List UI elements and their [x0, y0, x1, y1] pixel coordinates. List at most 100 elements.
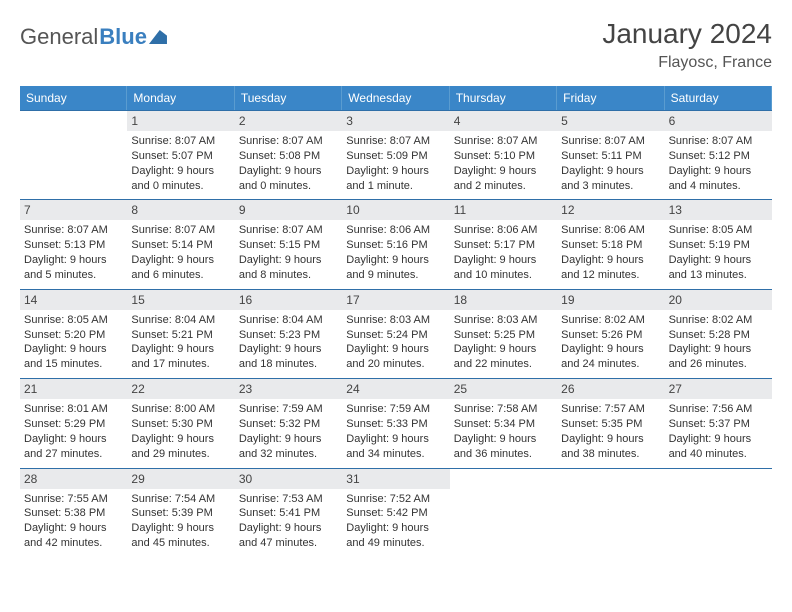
day-cell: 20Sunrise: 8:02 AMSunset: 5:28 PMDayligh…	[665, 289, 772, 378]
day-cell: 14 Sunrise: 8:05 AMSunset: 5:20 PMDayligh…	[20, 289, 127, 378]
header: General Blue January 2024 Flayosc, Franc…	[20, 18, 772, 72]
day-cell: 25 Sunrise: 7:58 AMSunset: 5:34 PMDayligh…	[450, 378, 557, 467]
day-info: Sunrise: 8:07 AMSunset: 5:12 PMDaylight:…	[669, 134, 768, 193]
logo-word1: General	[20, 24, 98, 50]
day-cell: 4 Sunrise: 8:07 AMSunset: 5:10 PMDaylight…	[450, 110, 557, 199]
day-info: Sunrise: 7:55 AMSunset: 5:38 PMDaylight:…	[24, 492, 123, 551]
day-cell: 7Sunrise: 8:07 AMSunset: 5:13 PMDaylight…	[20, 199, 127, 288]
day-number: 5	[557, 111, 664, 131]
day-number: 28	[20, 469, 127, 489]
day-cell: 30 Sunrise: 7:53 AMSunset: 5:41 PMDayligh…	[235, 468, 342, 557]
day-cell: 10 Sunrise: 8:06 AMSunset: 5:16 PMDayligh…	[342, 199, 449, 288]
day-number: 16	[235, 290, 342, 310]
day-number: 22	[127, 379, 234, 399]
day-number: 25	[450, 379, 557, 399]
day-cell: 12 Sunrise: 8:06 AMSunset: 5:18 PMDayligh…	[557, 199, 664, 288]
blank-cell	[450, 468, 557, 557]
day-info: Sunrise: 8:07 AMSunset: 5:08 PMDaylight:…	[239, 134, 338, 193]
day-number: 30	[235, 469, 342, 489]
day-info: Sunrise: 8:07 AMSunset: 5:15 PMDaylight:…	[239, 223, 338, 282]
day-info: Sunrise: 7:59 AMSunset: 5:33 PMDaylight:…	[346, 402, 445, 461]
day-info: Sunrise: 7:59 AMSunset: 5:32 PMDaylight:…	[239, 402, 338, 461]
day-info: Sunrise: 8:02 AMSunset: 5:28 PMDaylight:…	[669, 313, 768, 372]
weekday-header: Sunday	[20, 86, 127, 110]
location: Flayosc, France	[602, 54, 772, 72]
day-cell: 15 Sunrise: 8:04 AMSunset: 5:21 PMDayligh…	[127, 289, 234, 378]
day-cell: 31Sunrise: 7:52 AMSunset: 5:42 PMDayligh…	[342, 468, 449, 557]
day-info: Sunrise: 8:04 AMSunset: 5:23 PMDaylight:…	[239, 313, 338, 372]
day-number: 24	[342, 379, 449, 399]
day-info: Sunrise: 8:04 AMSunset: 5:21 PMDaylight:…	[131, 313, 230, 372]
day-info: Sunrise: 8:07 AMSunset: 5:11 PMDaylight:…	[561, 134, 660, 193]
day-cell: 11 Sunrise: 8:06 AMSunset: 5:17 PMDayligh…	[450, 199, 557, 288]
weekday-header: Saturday	[665, 86, 772, 110]
day-number: 2	[235, 111, 342, 131]
day-number: 29	[127, 469, 234, 489]
day-info: Sunrise: 8:06 AMSunset: 5:16 PMDaylight:…	[346, 223, 445, 282]
day-cell: 16 Sunrise: 8:04 AMSunset: 5:23 PMDayligh…	[235, 289, 342, 378]
day-number: 8	[127, 200, 234, 220]
day-info: Sunrise: 7:54 AMSunset: 5:39 PMDaylight:…	[131, 492, 230, 551]
day-info: Sunrise: 8:06 AMSunset: 5:17 PMDaylight:…	[454, 223, 553, 282]
day-info: Sunrise: 7:56 AMSunset: 5:37 PMDaylight:…	[669, 402, 768, 461]
day-number: 21	[20, 379, 127, 399]
day-info: Sunrise: 8:05 AMSunset: 5:19 PMDaylight:…	[669, 223, 768, 282]
day-info: Sunrise: 8:00 AMSunset: 5:30 PMDaylight:…	[131, 402, 230, 461]
weekday-header: Wednesday	[342, 86, 449, 110]
weekday-header: Thursday	[450, 86, 557, 110]
day-cell: 6 Sunrise: 8:07 AMSunset: 5:12 PMDaylight…	[665, 110, 772, 199]
logo-icon	[149, 30, 167, 44]
logo: General Blue	[20, 24, 167, 50]
day-info: Sunrise: 8:06 AMSunset: 5:18 PMDaylight:…	[561, 223, 660, 282]
weekday-header: Friday	[557, 86, 664, 110]
day-cell: 17 Sunrise: 8:03 AMSunset: 5:24 PMDayligh…	[342, 289, 449, 378]
day-cell: 23 Sunrise: 7:59 AMSunset: 5:32 PMDayligh…	[235, 378, 342, 467]
day-number: 1	[127, 111, 234, 131]
day-cell: 5 Sunrise: 8:07 AMSunset: 5:11 PMDaylight…	[557, 110, 664, 199]
day-number: 12	[557, 200, 664, 220]
day-number: 3	[342, 111, 449, 131]
day-number: 23	[235, 379, 342, 399]
weekday-header: Tuesday	[235, 86, 342, 110]
day-number: 26	[557, 379, 664, 399]
weekday-header: Monday	[127, 86, 234, 110]
day-cell: 28 Sunrise: 7:55 AMSunset: 5:38 PMDayligh…	[20, 468, 127, 557]
day-cell: 3 Sunrise: 8:07 AMSunset: 5:09 PMDaylight…	[342, 110, 449, 199]
month-title: January 2024	[602, 18, 772, 50]
calendar-grid: SundayMondayTuesdayWednesdayThursdayFrid…	[20, 86, 772, 557]
day-number: 15	[127, 290, 234, 310]
day-cell: 27 Sunrise: 7:56 AMSunset: 5:37 PMDayligh…	[665, 378, 772, 467]
day-cell: 24 Sunrise: 7:59 AMSunset: 5:33 PMDayligh…	[342, 378, 449, 467]
day-number: 13	[665, 200, 772, 220]
logo-word2: Blue	[99, 24, 147, 50]
day-info: Sunrise: 8:07 AMSunset: 5:13 PMDaylight:…	[24, 223, 123, 282]
day-info: Sunrise: 8:07 AMSunset: 5:14 PMDaylight:…	[131, 223, 230, 282]
day-info: Sunrise: 7:58 AMSunset: 5:34 PMDaylight:…	[454, 402, 553, 461]
day-number: 4	[450, 111, 557, 131]
day-number: 9	[235, 200, 342, 220]
day-number: 11	[450, 200, 557, 220]
blank-cell	[20, 110, 127, 199]
day-info: Sunrise: 8:07 AMSunset: 5:10 PMDaylight:…	[454, 134, 553, 193]
day-cell: 22 Sunrise: 8:00 AMSunset: 5:30 PMDayligh…	[127, 378, 234, 467]
day-cell: 2 Sunrise: 8:07 AMSunset: 5:08 PMDaylight…	[235, 110, 342, 199]
day-info: Sunrise: 7:53 AMSunset: 5:41 PMDaylight:…	[239, 492, 338, 551]
title-block: January 2024 Flayosc, France	[602, 18, 772, 72]
day-info: Sunrise: 8:07 AMSunset: 5:09 PMDaylight:…	[346, 134, 445, 193]
day-number: 19	[557, 290, 664, 310]
day-info: Sunrise: 8:05 AMSunset: 5:20 PMDaylight:…	[24, 313, 123, 372]
day-number: 6	[665, 111, 772, 131]
day-cell: 1 Sunrise: 8:07 AMSunset: 5:07 PMDaylight…	[127, 110, 234, 199]
day-info: Sunrise: 8:02 AMSunset: 5:26 PMDaylight:…	[561, 313, 660, 372]
day-info: Sunrise: 8:01 AMSunset: 5:29 PMDaylight:…	[24, 402, 123, 461]
day-number: 27	[665, 379, 772, 399]
day-cell: 29 Sunrise: 7:54 AMSunset: 5:39 PMDayligh…	[127, 468, 234, 557]
day-number: 18	[450, 290, 557, 310]
day-cell: 8 Sunrise: 8:07 AMSunset: 5:14 PMDaylight…	[127, 199, 234, 288]
day-number: 10	[342, 200, 449, 220]
day-info: Sunrise: 8:03 AMSunset: 5:24 PMDaylight:…	[346, 313, 445, 372]
day-info: Sunrise: 7:52 AMSunset: 5:42 PMDaylight:…	[346, 492, 445, 551]
day-number: 14	[20, 290, 127, 310]
day-info: Sunrise: 8:07 AMSunset: 5:07 PMDaylight:…	[131, 134, 230, 193]
day-number: 17	[342, 290, 449, 310]
